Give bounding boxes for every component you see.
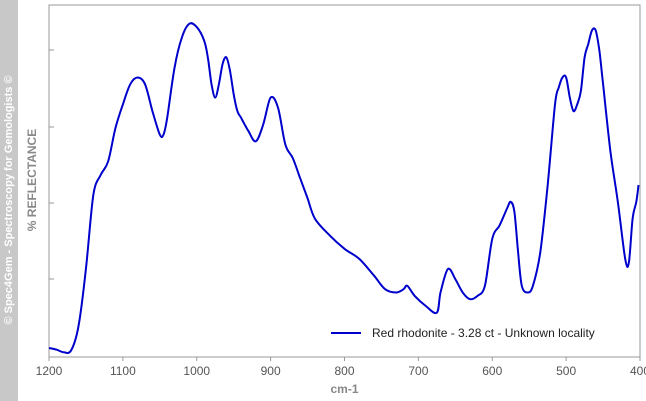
x-tick-label-1200: 1200 [36,364,63,378]
x-axis-title: cm-1 [330,382,358,396]
x-tick-label-900: 900 [261,364,281,378]
plot-area [48,22,640,354]
legend-label-0: Red rhodonite - 3.28 ct - Unknown locali… [372,326,595,340]
x-tick-label-400: 400 [630,364,646,378]
x-tick-label-500: 500 [556,364,576,378]
x-tick-label-600: 600 [482,364,502,378]
side-band: © Spec4Gem - Spectroscopy for Gemologist… [0,0,18,401]
x-tick-label-800: 800 [334,364,354,378]
x-tick-label-1100: 1100 [110,364,136,378]
series-line-0 [48,22,640,354]
plot-frame [48,4,641,358]
chart-axes: 1200 1100 1000 900 800 700 600 500 400 cm-1 [36,4,646,396]
legend: Red rhodonite - 3.28 ct - Unknown locali… [331,326,595,340]
x-tick-label-1000: 1000 [183,364,210,378]
x-tick-label-700: 700 [408,364,428,378]
